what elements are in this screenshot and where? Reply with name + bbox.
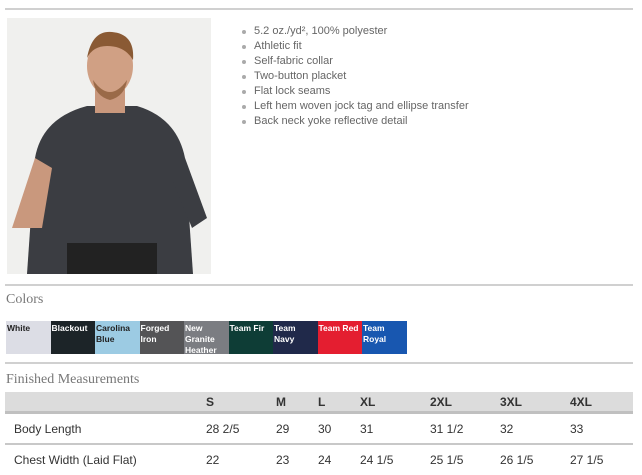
measurements-heading: Finished Measurements: [6, 372, 140, 387]
size-header: S: [206, 394, 215, 409]
feature-item: Left hem woven jock tag and ellipse tran…: [240, 99, 469, 114]
table-header-row: S M L XL 2XL 3XL 4XL: [5, 392, 633, 414]
feature-item: Back neck yoke reflective detail: [240, 114, 469, 129]
measurement-value: 30: [318, 421, 332, 436]
color-swatches: White Blackout Carolina Blue Forged Iron New…: [6, 321, 407, 355]
feature-item: Athletic fit: [240, 39, 469, 54]
feature-item: Self-fabric collar: [240, 54, 469, 69]
top-divider: [5, 8, 633, 10]
measurement-value: 24: [318, 452, 332, 467]
color-swatch[interactable]: White: [6, 321, 51, 354]
measurement-value: 25 1/5: [430, 452, 464, 467]
measurement-value: 33: [570, 421, 584, 436]
measurement-value: 28 2/5: [206, 421, 240, 436]
size-header: 3XL: [500, 394, 523, 409]
measurement-value: 32: [500, 421, 514, 436]
color-swatch[interactable]: Team Navy: [273, 321, 318, 354]
color-swatch[interactable]: New Granite Heather: [184, 321, 229, 355]
size-header: M: [276, 394, 286, 409]
measurement-value: 31: [360, 421, 374, 436]
feature-item: 5.2 oz./yd², 100% polyester: [240, 24, 469, 39]
measurement-value: 29: [276, 421, 290, 436]
size-header: 2XL: [430, 394, 453, 409]
measurement-value: 27 1/5: [570, 452, 604, 467]
color-swatch[interactable]: Blackout: [50, 321, 95, 354]
color-swatch[interactable]: Team Red: [317, 321, 362, 354]
feature-item: Flat lock seams: [240, 84, 469, 99]
size-header: L: [318, 394, 326, 409]
measurement-value: 31 1/2: [430, 421, 464, 436]
divider: [5, 284, 633, 286]
colors-heading: Colors: [6, 292, 44, 307]
measurement-value: 24 1/5: [360, 452, 394, 467]
feature-item: Two-button placket: [240, 69, 469, 84]
feature-list: 5.2 oz./yd², 100% polyester Athletic fit S…: [240, 24, 469, 129]
size-header: XL: [360, 394, 376, 409]
measurement-value: 22: [206, 452, 220, 467]
color-swatch[interactable]: Team Fir: [228, 321, 273, 354]
measurement-value: 23: [276, 452, 290, 467]
product-photo: [7, 18, 211, 274]
measurements-table: S M L XL 2XL 3XL 4XL Body Length 28 2/5 29 30 31 31 …: [5, 392, 633, 474]
color-swatch[interactable]: Forged Iron: [139, 321, 184, 354]
measurement-value: 26 1/5: [500, 452, 534, 467]
divider: [5, 362, 633, 364]
row-label: Body Length: [14, 421, 82, 436]
size-header: 4XL: [570, 394, 593, 409]
color-swatch[interactable]: Team Royal: [362, 321, 407, 354]
row-label: Chest Width (Laid Flat): [14, 452, 137, 467]
table-row: Chest Width (Laid Flat) 22 23 24 24 1/5 25 1/…: [5, 445, 633, 474]
table-row: Body Length 28 2/5 29 30 31 31 1/2 32 33: [5, 414, 633, 445]
color-swatch[interactable]: Carolina Blue: [95, 321, 140, 354]
